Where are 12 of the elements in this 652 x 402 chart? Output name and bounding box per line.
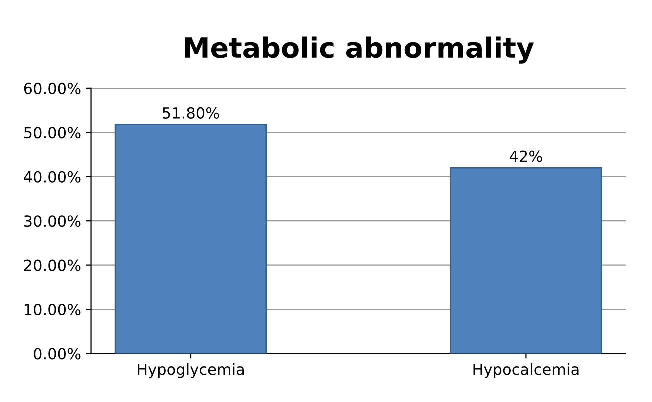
- x-tick-label: Hypocalcemia: [474, 363, 579, 378]
- y-tick-label: 10.00%: [24, 304, 81, 316]
- y-tick-label: 50.00%: [24, 127, 81, 139]
- y-tick-label: 40.00%: [24, 171, 81, 183]
- y-tick-label: 30.00%: [24, 216, 81, 228]
- y-tick-label: 20.00%: [24, 260, 81, 272]
- y-tick-label: 60.00%: [24, 82, 81, 94]
- chart-title: Metabolic abnormality: [185, 36, 534, 64]
- data-label: 42%: [510, 150, 542, 162]
- data-label: 51.80%: [163, 107, 220, 119]
- x-tick-label: Hypoglycemia: [138, 363, 244, 378]
- y-tick-label: 0.00%: [34, 348, 81, 360]
